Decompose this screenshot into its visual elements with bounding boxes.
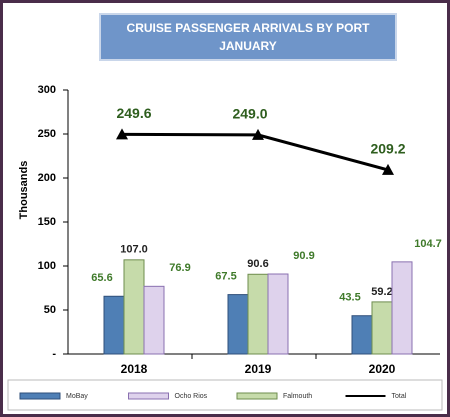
bar	[227, 294, 249, 355]
x-tick-label: 2020	[369, 362, 396, 376]
y-axis-label: Thousands	[18, 161, 30, 220]
chart-subtitle: JANUARY	[219, 39, 277, 53]
legend-label: Ocho Rios	[175, 393, 208, 400]
y-tick-label: 50	[44, 304, 56, 316]
x-tick-label: 2018	[121, 362, 148, 376]
bar	[247, 273, 269, 355]
line-marker	[116, 128, 128, 140]
data-label: 249.6	[116, 105, 151, 121]
line-marker	[382, 163, 394, 175]
legend-label: Total	[392, 393, 407, 400]
y-tick-label: 200	[38, 172, 56, 184]
legend-swatch	[236, 392, 278, 400]
legend-swatch	[128, 392, 169, 400]
data-label: 43.5	[339, 292, 360, 304]
data-label: 209.2	[370, 141, 405, 157]
legend-label: MoBay	[66, 393, 88, 400]
data-label: 107.0	[120, 244, 148, 256]
data-label: 249.0	[232, 106, 267, 122]
y-tick-label: 100	[38, 260, 56, 272]
bar	[351, 315, 373, 355]
data-label: 65.6	[91, 272, 112, 284]
bar	[103, 295, 125, 355]
data-label: 90.9	[293, 250, 314, 262]
y-tick-label: 300	[38, 84, 56, 96]
data-label: 67.5	[215, 271, 236, 283]
bar	[267, 273, 289, 355]
line-marker	[252, 128, 264, 140]
bar	[123, 259, 145, 355]
x-tick-label: 2019	[245, 362, 272, 376]
chart-title: CRUISE PASSENGER ARRIVALS BY PORT	[127, 21, 371, 35]
bar	[371, 301, 393, 355]
data-label: 76.9	[169, 262, 190, 274]
bar	[391, 261, 413, 355]
y-tick-label: 250	[38, 128, 56, 140]
y-tick-label: -	[52, 348, 56, 360]
legend-label: Falmouth	[283, 393, 312, 400]
data-label: 104.7	[414, 238, 442, 250]
title-box	[99, 13, 397, 61]
data-label: 90.6	[247, 258, 268, 270]
legend-swatch	[19, 392, 61, 400]
y-tick-label: 150	[38, 216, 56, 228]
bar	[143, 285, 165, 355]
data-label: 59.2	[371, 286, 392, 298]
